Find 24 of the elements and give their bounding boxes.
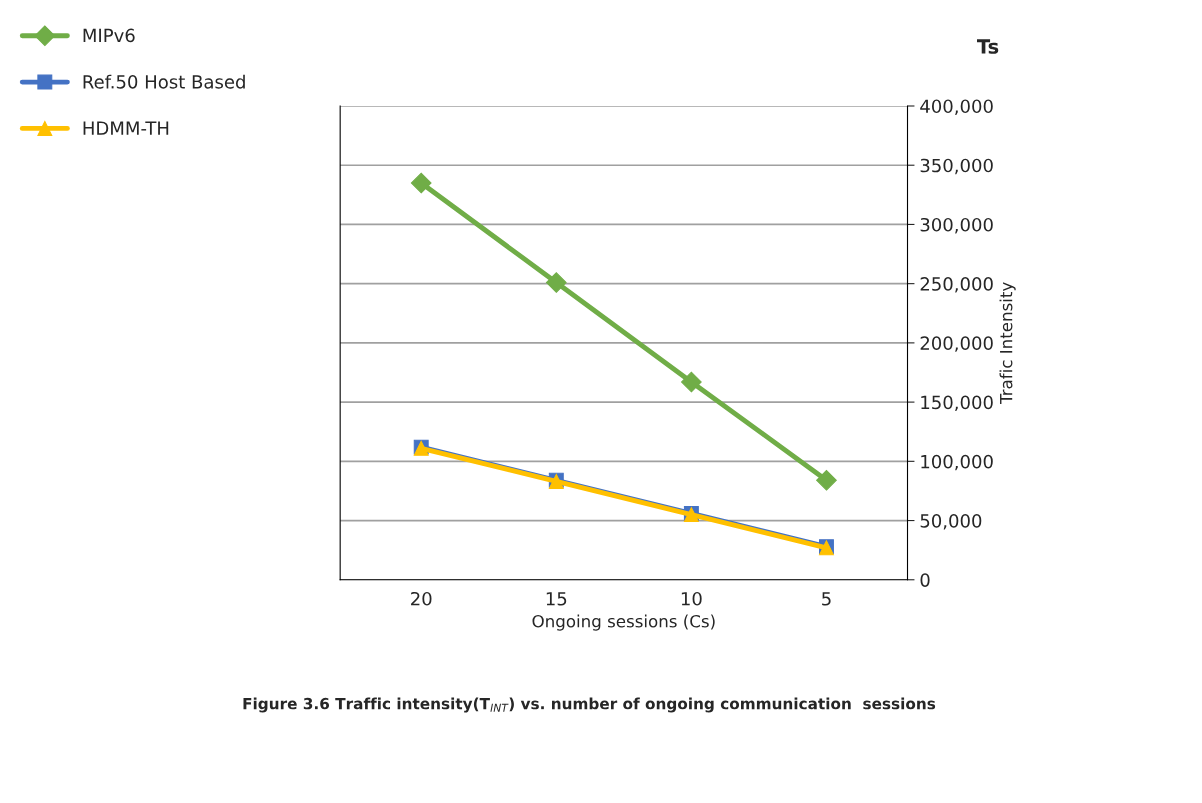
point xyxy=(545,272,567,293)
legend-label: MIPv6 xyxy=(83,28,135,43)
y-tick-label: 250,000 xyxy=(920,277,993,293)
y-tick-label: 200,000 xyxy=(920,336,993,352)
y-tick-label: 50,000 xyxy=(920,514,982,530)
legend-label: Ref.50 Host Based xyxy=(83,74,245,89)
x-tick-label: 20 xyxy=(411,591,432,606)
x-tick-label: 10 xyxy=(681,591,702,606)
y-tick-label: 400,000 xyxy=(920,99,993,115)
point xyxy=(816,469,837,491)
point xyxy=(410,172,432,194)
text: Figure 3.6 Traffic intensity(T$_{INT}$) vs. number of ongoing communication sessions xyxy=(243,697,936,713)
y-tick-label: 300,000 xyxy=(920,217,993,234)
legend-label: HDMM-TH xyxy=(83,121,169,135)
y-tick-label: 350,000 xyxy=(920,158,993,175)
x-tick-label: 5 xyxy=(822,592,831,606)
y-tick-label: 150,000 xyxy=(921,395,993,412)
y-axis-title: Trafic Intensity xyxy=(999,282,1016,405)
point xyxy=(681,371,702,393)
y-tick-label: 0 xyxy=(920,573,930,587)
text: Ts xyxy=(977,39,999,54)
x-axis-title: Ongoing sessions (Cs) xyxy=(532,614,715,631)
x-tick-label: 15 xyxy=(546,592,567,606)
y-tick-label: 100,000 xyxy=(921,454,993,471)
